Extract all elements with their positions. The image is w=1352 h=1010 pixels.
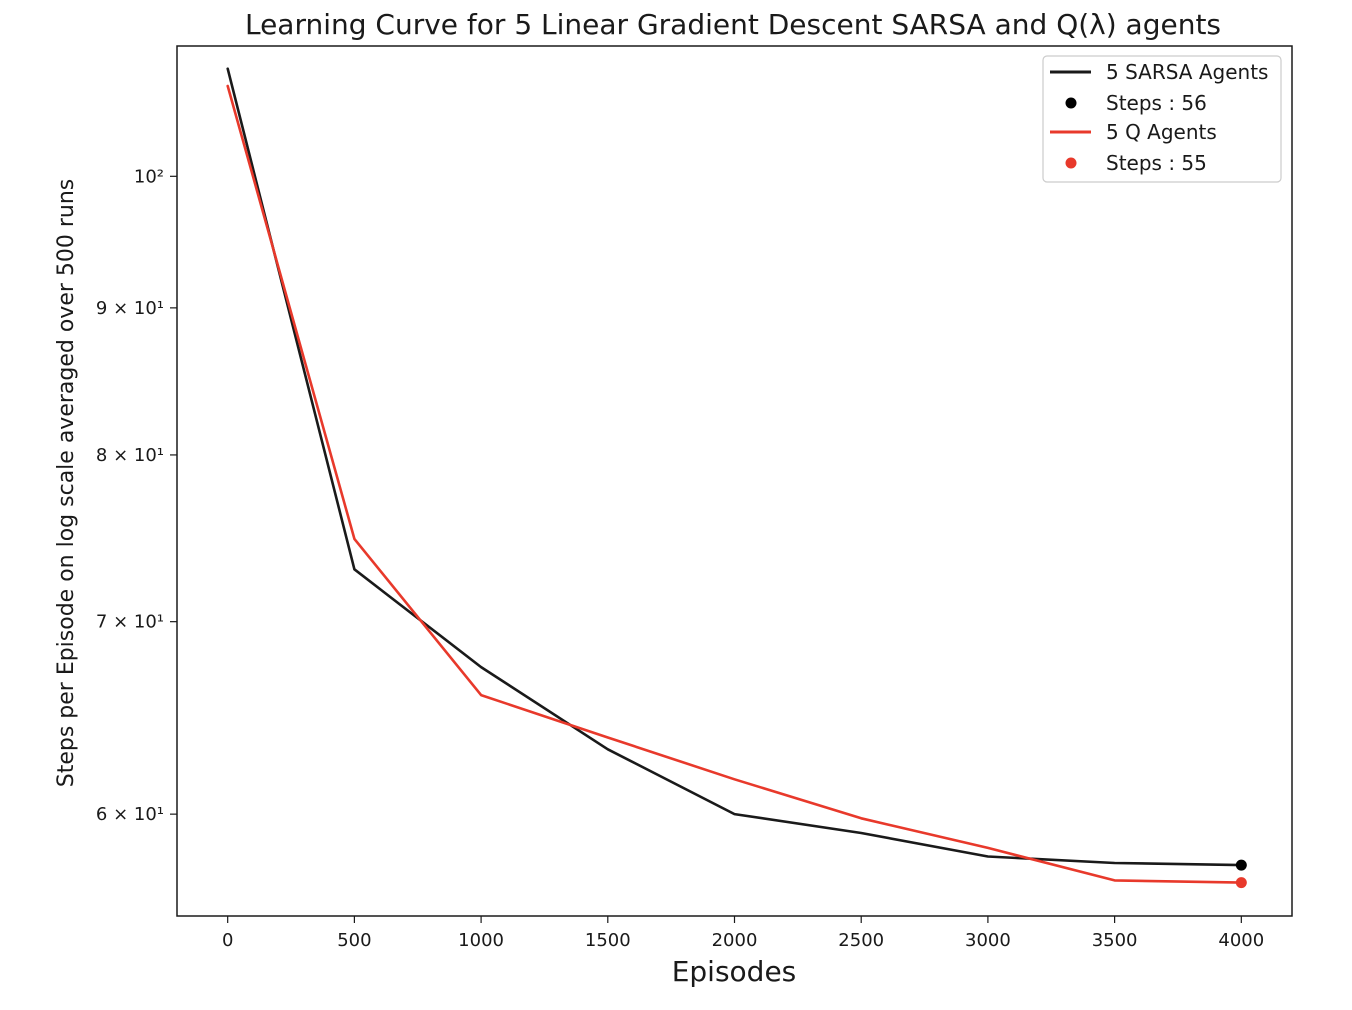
legend: 5 SARSA Agents Steps : 56 5 Q Agents Ste… [1042,55,1282,183]
legend-sarsa-label: 5 SARSA Agents [1106,60,1268,84]
y-tick-label: 6 × 10¹ [96,804,164,825]
y-tick-label: 7 × 10¹ [96,612,164,633]
y-axis: 6 × 10¹ 7 × 10¹ 8 × 10¹ 9 × 10¹ 10² [96,166,177,825]
y-tick-label: 10² [134,166,164,187]
legend-q-point-swatch [1065,157,1077,169]
x-tick-label: 1500 [585,930,631,951]
x-tick-label: 3000 [965,930,1011,951]
legend-box [1042,55,1282,183]
chart-title: Learning Curve for 5 Linear Gradient Des… [245,8,1221,41]
x-tick-label: 0 [222,930,233,951]
final-point-q [1235,877,1247,889]
final-point-sarsa [1235,859,1247,871]
x-tick-label: 3500 [1092,930,1138,951]
series-line-sarsa [226,67,1243,867]
final-points-layer [1235,859,1247,889]
legend-sarsa-steps-label: Steps : 56 [1106,91,1207,115]
y-tick-label: 8 × 10¹ [96,445,164,466]
legend-sarsa-point-swatch [1065,97,1077,109]
x-tick-label: 2000 [712,930,758,951]
x-tick-label: 1000 [458,930,504,951]
legend-q-steps-label: Steps : 55 [1106,151,1207,175]
x-tick-label: 4000 [1218,930,1264,951]
x-axis-label: Episodes [672,955,797,988]
x-tick-label: 500 [337,930,371,951]
x-axis: 0 500 1000 1500 2000 2500 3000 3500 4000 [222,916,1264,951]
series-line-q [226,84,1243,884]
series-layer [226,67,1243,884]
legend-q-label: 5 Q Agents [1106,120,1217,144]
y-tick-label: 9 × 10¹ [96,298,164,319]
x-tick-label: 2500 [838,930,884,951]
y-axis-label: Steps per Episode on log scale averaged … [54,179,79,788]
